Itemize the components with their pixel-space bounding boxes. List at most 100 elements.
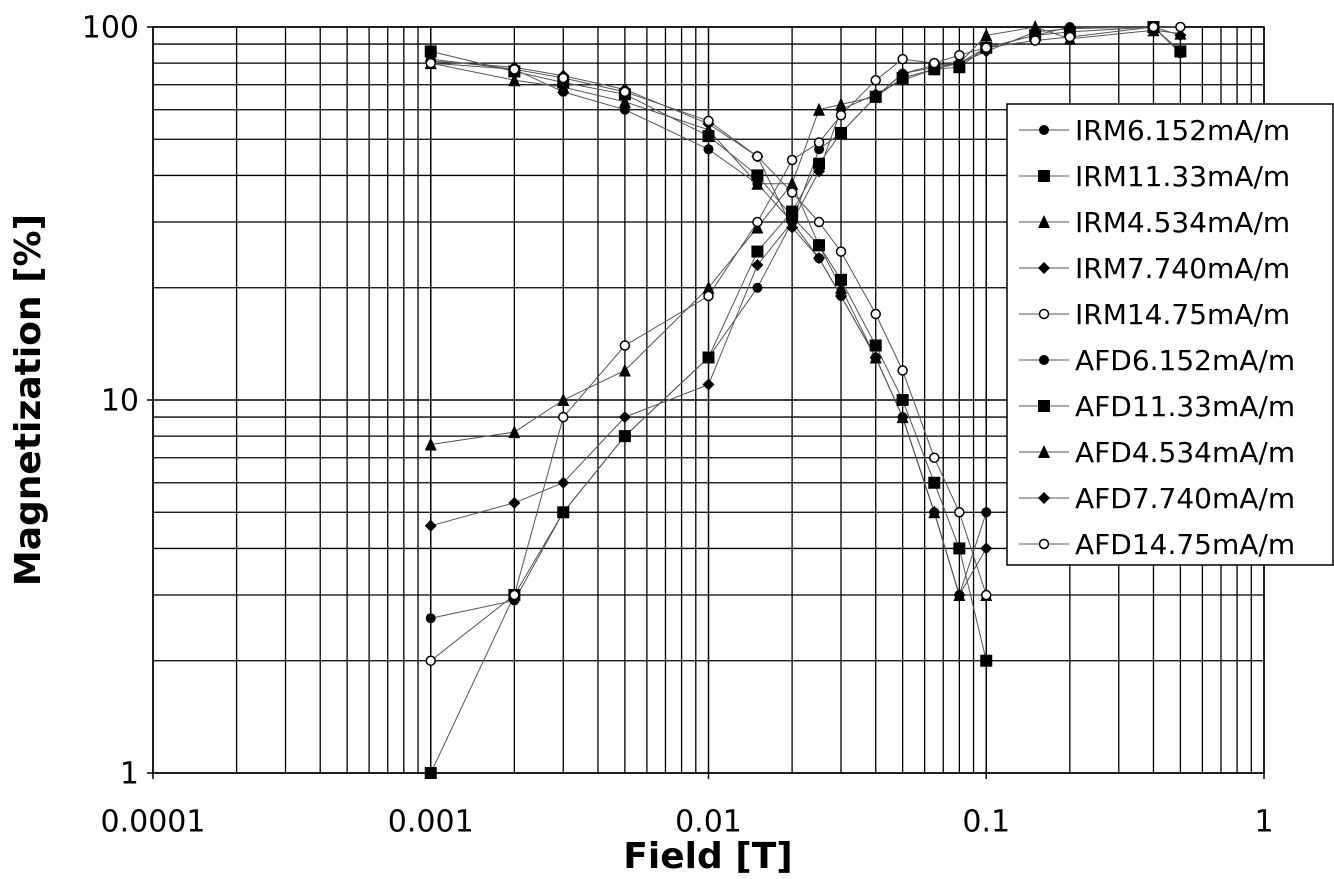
marker (751, 176, 764, 190)
marker (702, 378, 715, 391)
legend-label: IRM11.33mA/m (1075, 160, 1290, 193)
marker (835, 109, 847, 121)
marker (509, 589, 520, 601)
marker (981, 507, 992, 518)
y-tick-label: 100 (82, 11, 139, 46)
marker (1029, 25, 1042, 38)
marker (425, 57, 436, 69)
marker (424, 437, 437, 451)
x-tick-label: 0.0001 (101, 805, 206, 840)
marker (980, 28, 993, 42)
marker (619, 340, 631, 351)
marker (425, 655, 436, 666)
marker (813, 216, 825, 228)
marker (425, 613, 436, 624)
marker (954, 49, 965, 61)
marker (751, 245, 764, 258)
marker (558, 411, 569, 423)
series-line (430, 62, 987, 596)
marker (557, 80, 570, 94)
marker (751, 259, 764, 272)
legend-marker (1038, 170, 1050, 182)
marker (752, 216, 763, 228)
legend-marker (1038, 400, 1050, 412)
marker (1064, 31, 1076, 43)
x-tick-label: 0.1 (962, 805, 1010, 840)
legend-label: IRM14.75mA/m (1075, 298, 1290, 331)
marker (954, 507, 965, 518)
marker (928, 476, 941, 489)
marker (953, 542, 966, 555)
y-tick-label: 1 (120, 757, 139, 792)
legend-marker (1038, 262, 1050, 274)
legend-marker (1038, 445, 1050, 458)
marker (508, 496, 521, 509)
marker (835, 246, 847, 257)
legend-marker (1038, 308, 1050, 320)
marker (813, 102, 826, 116)
marker (953, 57, 966, 70)
marker (558, 72, 569, 84)
marker (786, 210, 799, 223)
marker (1175, 21, 1186, 33)
marker (870, 74, 881, 86)
marker (702, 280, 715, 294)
marker (1148, 21, 1159, 33)
marker (870, 308, 881, 320)
marker (508, 73, 521, 87)
marker (509, 64, 520, 75)
marker (929, 452, 940, 464)
legend-label: AFD4.534mA/m (1075, 436, 1295, 469)
marker (929, 57, 940, 69)
marker (786, 187, 798, 198)
marker (813, 238, 826, 252)
marker (835, 280, 848, 294)
x-tick-label: 1 (1254, 805, 1273, 840)
marker (618, 363, 631, 377)
marker (703, 144, 714, 155)
series-line (430, 60, 987, 597)
legend-label: IRM6.152mA/m (1075, 114, 1290, 147)
marker (813, 137, 825, 148)
marker (786, 176, 799, 190)
marker (928, 506, 941, 519)
marker (835, 273, 848, 286)
marker (953, 589, 966, 602)
marker (869, 351, 882, 364)
marker (751, 169, 764, 182)
marker (835, 290, 848, 303)
legend-label: IRM4.534mA/m (1075, 206, 1290, 239)
y-axis-title: Magnetization [%] (8, 214, 49, 586)
marker (980, 654, 993, 667)
marker (618, 430, 631, 443)
marker (557, 393, 570, 406)
marker (618, 94, 631, 108)
series-line (430, 26, 1181, 445)
legend-label: IRM7.740mA/m (1075, 252, 1290, 285)
marker (835, 126, 848, 139)
legend-box (1006, 103, 1334, 566)
marker (618, 411, 631, 424)
legend-label: AFD14.75mA/m (1075, 528, 1295, 561)
marker (703, 115, 714, 127)
marker (752, 151, 763, 162)
legend-label: AFD11.33mA/m (1075, 390, 1295, 423)
marker (557, 476, 570, 489)
marker (813, 165, 826, 178)
marker (508, 425, 521, 439)
marker (1063, 22, 1076, 35)
legend-marker (1038, 492, 1050, 504)
marker (869, 88, 882, 101)
marker (1029, 35, 1041, 46)
marker (896, 394, 909, 406)
marker (424, 519, 437, 532)
marker (424, 45, 437, 58)
marker (813, 157, 826, 170)
marker (702, 351, 715, 364)
marker (1174, 45, 1187, 58)
x-axis-title: Field [T] (623, 836, 792, 877)
y-tick-label: 10 (101, 384, 139, 419)
marker (981, 589, 992, 601)
marker (896, 66, 909, 80)
